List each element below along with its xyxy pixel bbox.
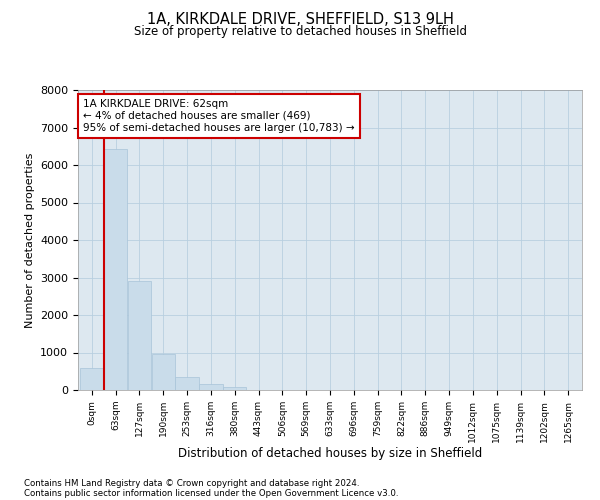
Bar <box>80 368 104 390</box>
Bar <box>199 384 223 390</box>
Text: 1A KIRKDALE DRIVE: 62sqm
← 4% of detached houses are smaller (469)
95% of semi-d: 1A KIRKDALE DRIVE: 62sqm ← 4% of detache… <box>83 100 355 132</box>
Bar <box>223 388 247 390</box>
X-axis label: Distribution of detached houses by size in Sheffield: Distribution of detached houses by size … <box>178 448 482 460</box>
Text: Contains HM Land Registry data © Crown copyright and database right 2024.: Contains HM Land Registry data © Crown c… <box>24 478 359 488</box>
Text: 1A, KIRKDALE DRIVE, SHEFFIELD, S13 9LH: 1A, KIRKDALE DRIVE, SHEFFIELD, S13 9LH <box>146 12 454 28</box>
Text: Contains public sector information licensed under the Open Government Licence v3: Contains public sector information licen… <box>24 488 398 498</box>
Bar <box>128 280 151 390</box>
Bar <box>175 376 199 390</box>
Bar <box>152 354 175 390</box>
Bar <box>104 149 127 390</box>
Y-axis label: Number of detached properties: Number of detached properties <box>25 152 35 328</box>
Text: Size of property relative to detached houses in Sheffield: Size of property relative to detached ho… <box>133 25 467 38</box>
